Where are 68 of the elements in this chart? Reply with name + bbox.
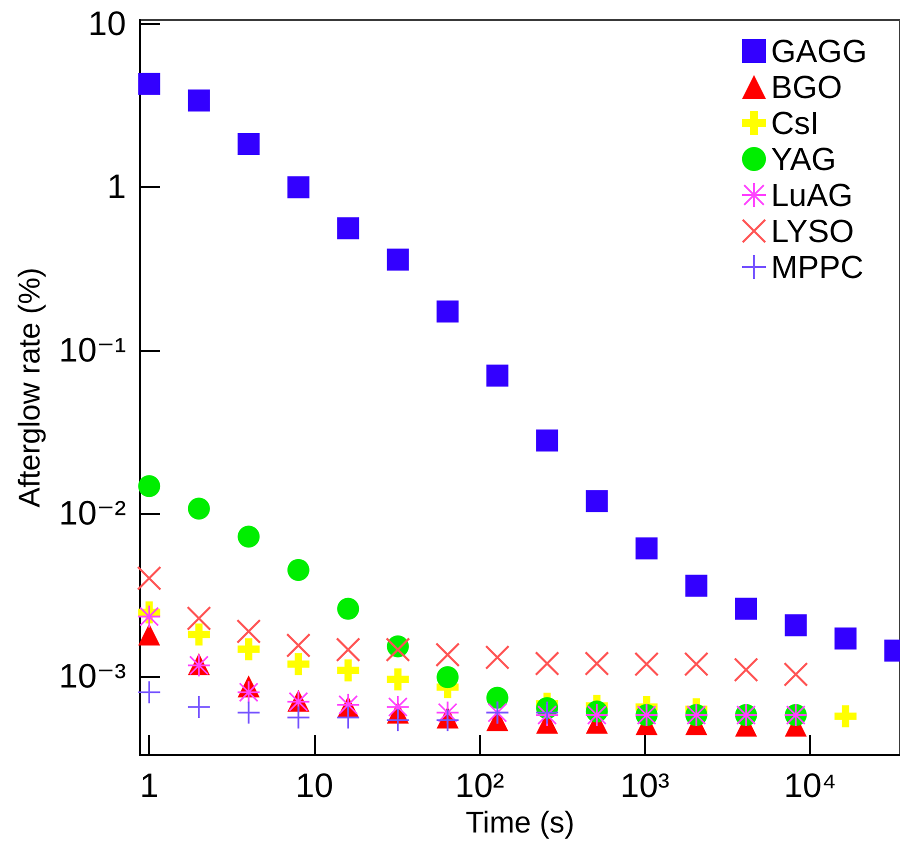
legend-label: LYSO <box>770 213 854 249</box>
point <box>784 614 807 636</box>
legend-label: CsI <box>770 105 819 141</box>
point <box>386 248 409 271</box>
point <box>238 526 260 548</box>
point <box>337 598 360 620</box>
x-tick-label: 10² <box>455 767 504 805</box>
legend-label: YAG <box>770 141 836 177</box>
x-tick-label: 10 <box>295 767 334 805</box>
x-tick-label: 1 <box>140 767 159 805</box>
point <box>137 566 162 590</box>
point <box>436 642 460 667</box>
point <box>685 574 708 597</box>
point <box>287 653 310 676</box>
legend-label: LuAG <box>770 177 853 213</box>
point <box>138 606 160 628</box>
point <box>634 652 659 676</box>
point <box>834 705 857 728</box>
point <box>188 623 210 646</box>
legend-label: BGO <box>770 69 842 105</box>
point <box>287 176 310 198</box>
x-tick-label: 10³ <box>620 767 670 805</box>
point <box>188 90 210 112</box>
point <box>386 709 409 732</box>
point <box>535 652 560 676</box>
point <box>337 659 360 682</box>
point <box>238 133 260 156</box>
point <box>236 619 261 644</box>
point <box>287 558 310 581</box>
y-tick-label: 1 <box>107 168 126 206</box>
point <box>337 217 360 240</box>
x-axis-title: Time (s) <box>466 806 574 840</box>
point <box>834 627 857 650</box>
x-tick-label: 10⁴ <box>784 767 836 805</box>
point <box>684 652 708 676</box>
point <box>138 72 160 95</box>
y-tick-label: 10⁻³ <box>58 657 126 696</box>
point <box>586 704 608 726</box>
point <box>436 300 459 322</box>
point <box>287 706 310 729</box>
y-axis-title: Afterglow rate (%) <box>14 267 46 508</box>
point <box>386 668 409 690</box>
point <box>586 490 608 512</box>
point <box>486 364 508 387</box>
point <box>138 623 160 646</box>
legend-label: MPPC <box>770 249 864 285</box>
point <box>238 638 260 660</box>
point <box>286 633 310 658</box>
point <box>536 429 558 452</box>
y-tick-label: 10⁻¹ <box>58 331 126 370</box>
point <box>337 706 360 729</box>
point <box>636 537 658 560</box>
point <box>336 638 360 662</box>
point <box>138 475 160 498</box>
point <box>784 662 808 686</box>
point <box>485 645 510 670</box>
point <box>584 652 609 676</box>
point <box>734 658 758 682</box>
y-tick-label: 10 <box>88 5 126 44</box>
point <box>188 696 210 718</box>
point <box>386 638 410 662</box>
point <box>486 686 508 709</box>
legend-label: GAGG <box>770 33 867 69</box>
point <box>186 606 211 630</box>
y-tick-label: 10⁻² <box>58 494 126 532</box>
point <box>735 598 758 620</box>
point <box>436 666 459 688</box>
point <box>188 498 210 520</box>
